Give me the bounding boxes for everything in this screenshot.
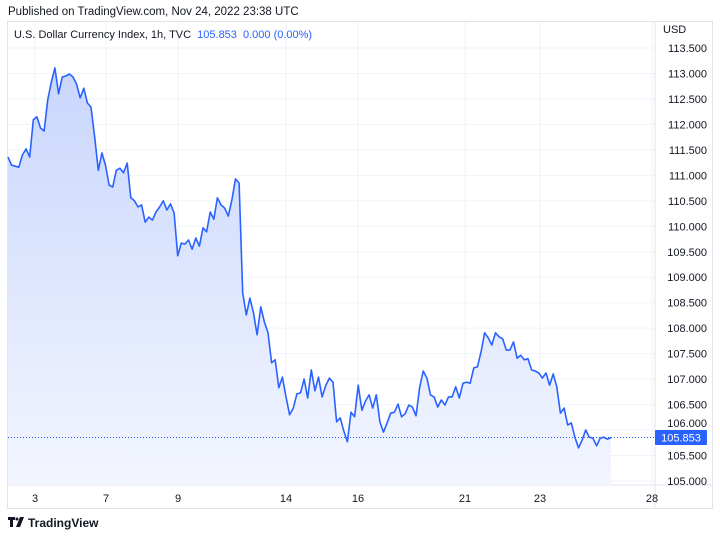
y-tick-label: 107.000	[667, 374, 707, 386]
last-price-text: 105.853	[661, 433, 701, 445]
y-tick-label: 113.500	[668, 43, 707, 55]
y-tick-label: 107.500	[667, 349, 707, 361]
y-tick-label: 110.500	[668, 196, 707, 208]
currency-label: USD	[663, 24, 687, 36]
y-tick-label: 108.500	[667, 298, 707, 310]
y-tick-label: 109.500	[667, 247, 707, 259]
y-tick-label: 112.500	[668, 94, 707, 106]
change-value: 0.000 (0.00%)	[242, 29, 313, 41]
x-tick-label: 16	[352, 493, 364, 505]
tradingview-logo[interactable]: TradingView	[8, 516, 98, 530]
series-line	[7, 67, 612, 449]
y-tick-label: 111.000	[669, 170, 707, 182]
x-tick-label: 14	[280, 493, 292, 505]
symbol-title: U.S. Dollar Currency Index, 1h, TVC	[14, 29, 192, 41]
x-tick-label: 9	[175, 493, 181, 505]
y-tick-label: 113.000	[668, 68, 707, 80]
x-tick-label: 7	[103, 493, 109, 505]
y-tick-label: 110.000	[668, 221, 707, 233]
x-tick-label: 23	[534, 493, 546, 505]
tradingview-logo-icon	[8, 516, 24, 530]
y-tick-label: 111.500	[669, 145, 707, 157]
last-value: 105.853	[197, 29, 237, 41]
y-tick-label: 108.000	[667, 323, 707, 335]
published-caption: Published on TradingView.com, Nov 24, 20…	[8, 6, 299, 18]
y-tick-label: 109.000	[667, 272, 707, 284]
series-legend: U.S. Dollar Currency Index, 1h, TVC 105.…	[14, 29, 312, 42]
area-fill	[8, 67, 611, 486]
y-tick-label: 105.000	[667, 476, 707, 488]
x-tick-label: 21	[459, 493, 471, 505]
y-tick-label: 106.500	[667, 400, 707, 412]
x-tick-label: 28	[646, 493, 658, 505]
x-tick-label: 3	[32, 493, 38, 505]
y-tick-label: 112.000	[668, 119, 707, 131]
y-tick-label: 106.000	[667, 418, 707, 430]
y-tick-label: 105.500	[667, 451, 707, 463]
x-axis[interactable]: 3 7 9 14 16 21 23 28	[32, 493, 658, 505]
y-axis[interactable]: 113.500 113.000 112.500 112.000 111.500 111.0…	[667, 43, 707, 488]
logo-text: TradingView	[28, 516, 99, 530]
last-price-label: 105.853	[655, 430, 707, 446]
last-price-badge	[655, 430, 707, 446]
chart-frame	[7, 21, 713, 509]
